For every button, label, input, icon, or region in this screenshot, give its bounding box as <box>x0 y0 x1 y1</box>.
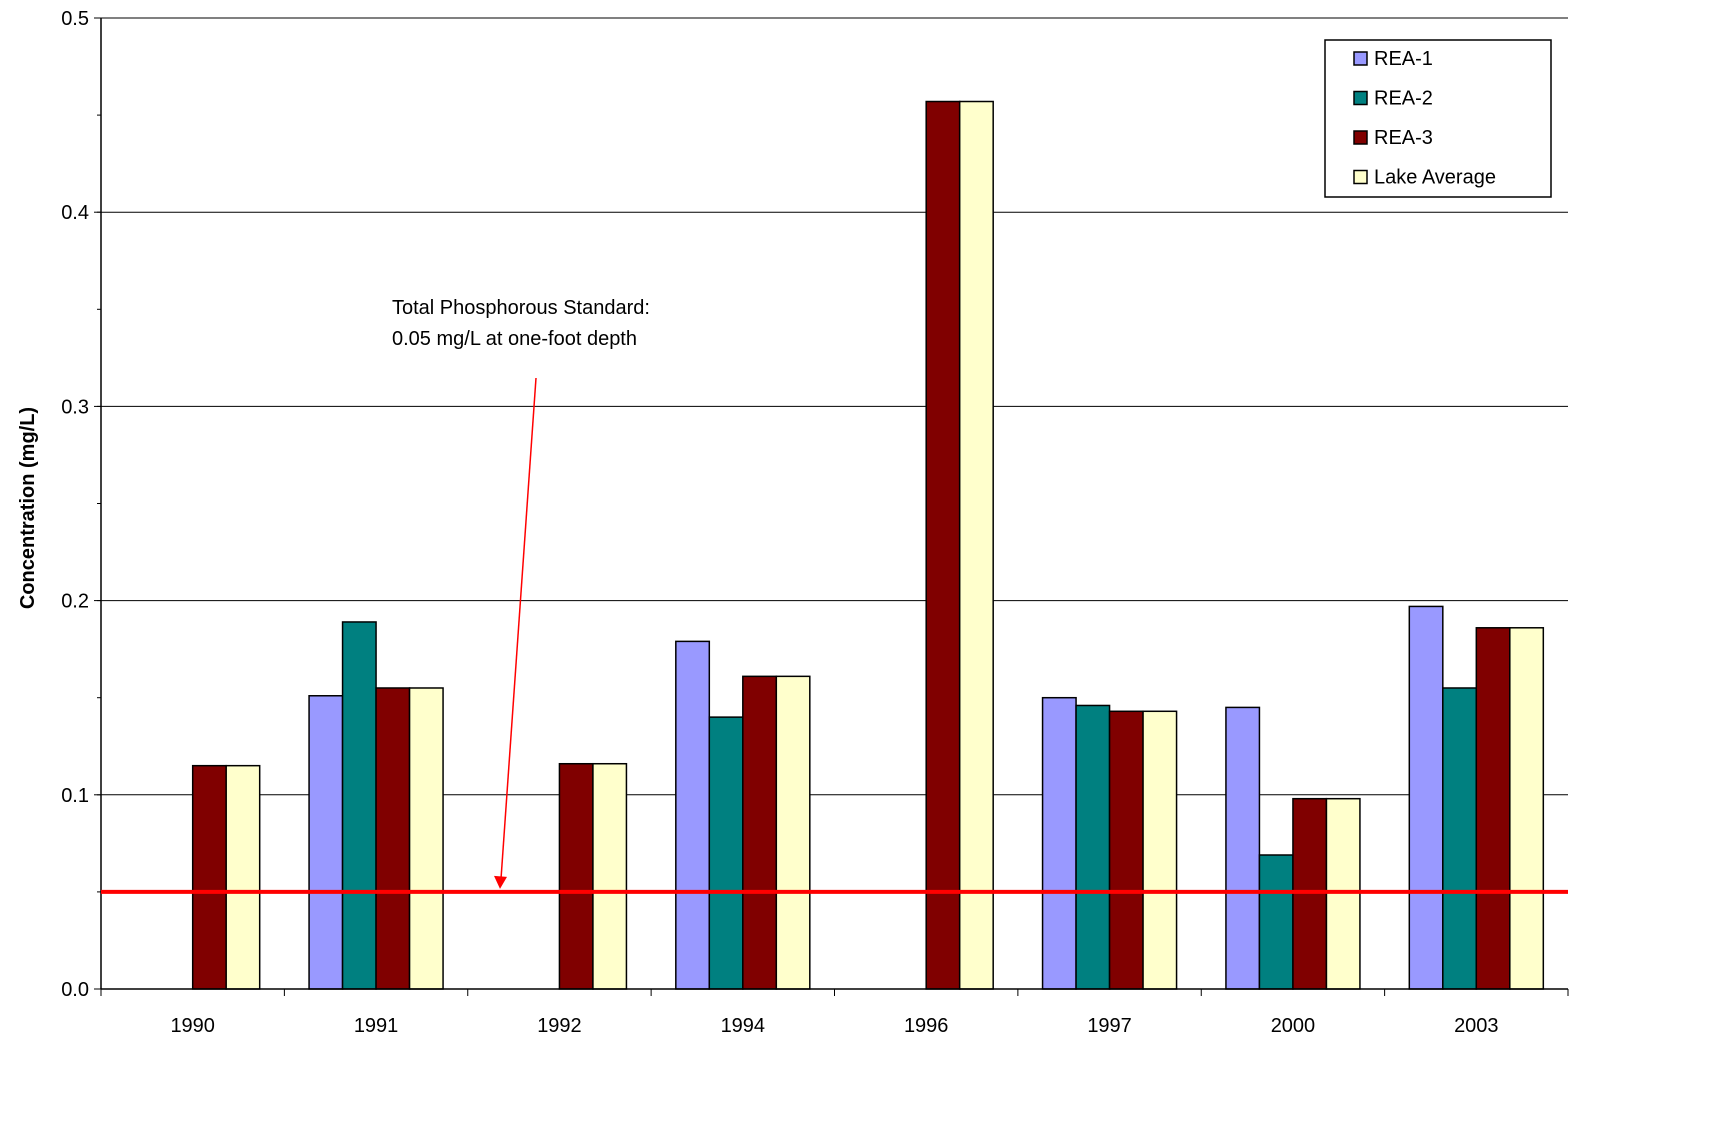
bar <box>1442 687 1478 990</box>
bar <box>1075 704 1111 990</box>
bar <box>225 764 261 990</box>
x-tick-label: 2000 <box>1271 1015 1316 1037</box>
legend-label: REA-2 <box>1374 88 1433 110</box>
x-tick-label: 1997 <box>1087 1015 1132 1037</box>
bar <box>408 687 444 990</box>
legend-label: REA-1 <box>1374 48 1433 70</box>
reference-line-group <box>101 377 1568 894</box>
bar <box>1108 710 1144 990</box>
bars <box>191 100 1545 990</box>
legend-label: REA-3 <box>1374 127 1433 149</box>
y-axis-label: Concentration (mg/L) <box>17 407 39 609</box>
bar <box>1041 696 1077 990</box>
bar <box>1408 605 1444 990</box>
legend-label: Lake Average <box>1374 167 1496 189</box>
bar <box>341 621 377 990</box>
bar <box>558 762 594 990</box>
gridlines <box>101 17 1568 796</box>
bar <box>958 100 994 990</box>
annotation-line-1: Total Phosphorous Standard: <box>392 297 650 319</box>
bar <box>675 640 711 990</box>
bar <box>191 764 227 990</box>
bar <box>775 675 811 990</box>
annotation-arrowhead <box>494 875 507 889</box>
annotation-line-2: 0.05 mg/L at one-foot depth <box>392 328 637 350</box>
y-tick-label: 0.5 <box>61 8 89 30</box>
annotation-arrow <box>500 377 537 879</box>
bar <box>708 716 744 990</box>
y-tick-label: 0.1 <box>61 785 89 807</box>
bar <box>1142 710 1178 990</box>
bar <box>1509 627 1545 990</box>
legend-swatch <box>1353 51 1368 66</box>
bar <box>1258 854 1294 990</box>
annotation: Total Phosphorous Standard: 0.05 mg/L at… <box>392 297 650 350</box>
bar <box>742 675 778 990</box>
y-tick-label: 0.4 <box>61 202 89 224</box>
x-tick-label: 1994 <box>721 1015 766 1037</box>
legend-swatch <box>1353 90 1368 106</box>
bar <box>308 695 344 990</box>
legend-swatch <box>1353 130 1368 145</box>
legend-swatch <box>1353 169 1368 185</box>
bar <box>925 100 961 990</box>
bar <box>1475 627 1511 990</box>
x-tick-label: 2003 <box>1454 1015 1499 1037</box>
x-tick-label: 1990 <box>170 1015 215 1037</box>
y-tick-label: 0.3 <box>61 396 89 418</box>
x-tick-label: 1996 <box>904 1015 949 1037</box>
bar <box>375 687 411 990</box>
y-tick-label: 0.0 <box>61 979 89 1001</box>
axes: 0.0 0.1 0.2 0.3 0.4 0.5 1990 1991 1992 1994 1996 19… <box>61 8 1569 1037</box>
y-tick-label: 0.2 <box>61 591 89 613</box>
x-tick-label: 1992 <box>537 1015 582 1037</box>
bar <box>1225 706 1261 990</box>
x-tick-label: 1991 <box>354 1015 399 1037</box>
bar <box>592 762 628 990</box>
legend: REA-1 REA-2 REA-3 Lake Average <box>1324 39 1552 198</box>
